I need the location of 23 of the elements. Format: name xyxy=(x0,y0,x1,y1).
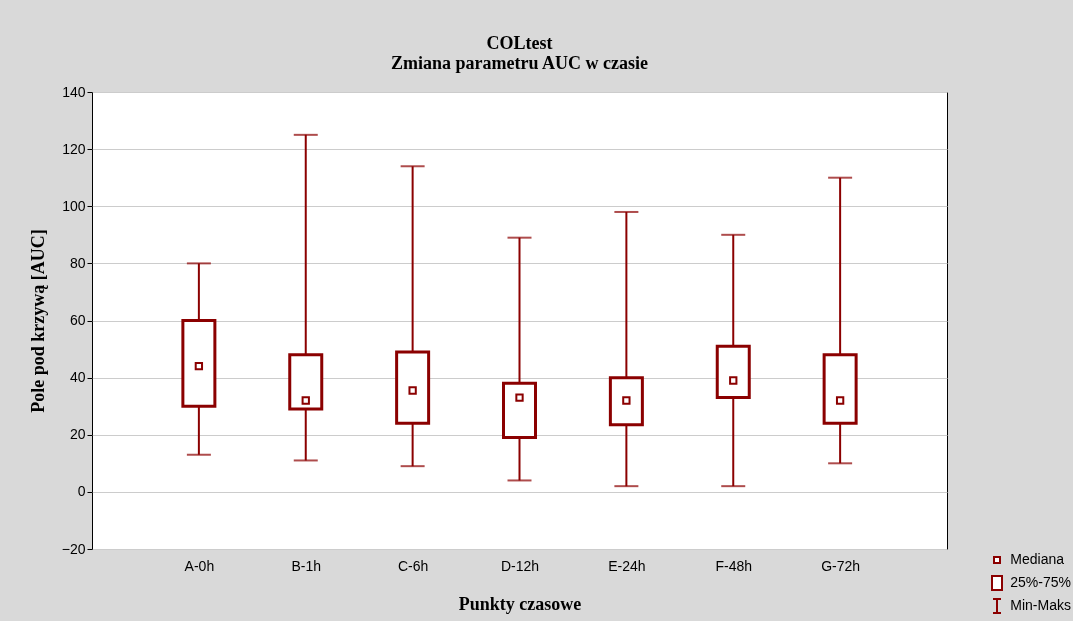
chart-subtitle: Zmiana parametru AUC w czasie xyxy=(391,53,648,73)
x-axis-title: Punkty czasowe xyxy=(458,593,582,614)
text: 25%-75% xyxy=(1010,573,1071,592)
y-tick-label: 120 xyxy=(62,140,86,157)
y-tick-label: 0 xyxy=(77,483,86,500)
x-tick-label: E-24h xyxy=(608,557,646,574)
text: Min-Maks xyxy=(1010,596,1071,615)
y-tick-label: 40 xyxy=(69,369,86,386)
y-tick-label: 60 xyxy=(69,312,86,328)
y-axis-title: Pole pod krzywą [AUC] xyxy=(27,229,48,413)
chart-title: COLtest xyxy=(486,33,553,53)
y-tick-label: 80 xyxy=(69,254,86,271)
x-tick-label: C-6h xyxy=(397,557,429,574)
text: Mediana xyxy=(1010,550,1064,569)
y-tick-label: −20 xyxy=(61,540,86,557)
x-tick-label: G-72h xyxy=(821,557,861,574)
y-tick-label: 140 xyxy=(62,83,86,100)
x-tick-label: F-48h xyxy=(715,557,753,574)
y-tick-label: 20 xyxy=(69,426,86,443)
x-tick-label: B-1h xyxy=(291,557,322,574)
x-tick-label: A-0h xyxy=(184,557,215,574)
x-tick-label: D-12h xyxy=(500,557,540,574)
y-tick-label: 100 xyxy=(62,197,86,214)
